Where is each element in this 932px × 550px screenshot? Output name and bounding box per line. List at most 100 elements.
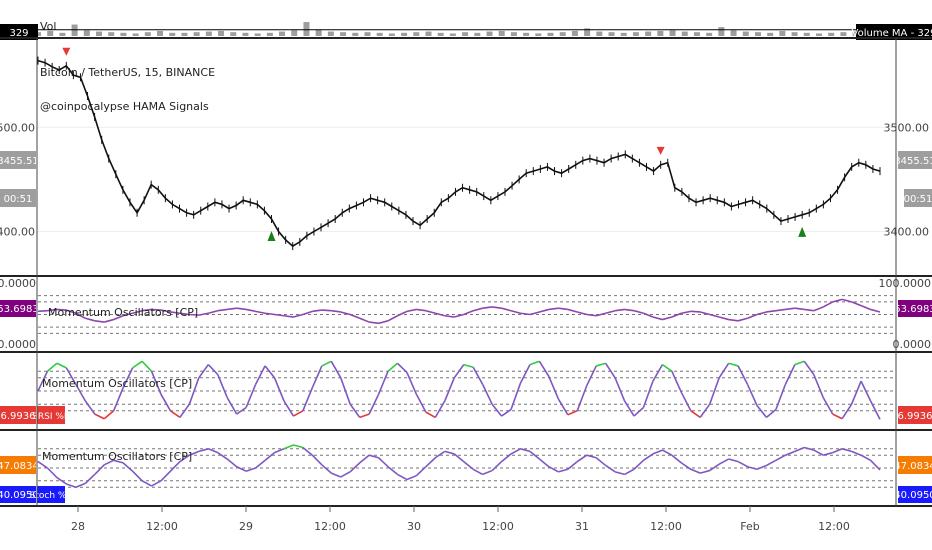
oscillator-segment (756, 311, 767, 316)
oscillator-segment (746, 384, 758, 406)
osc3-sub-tag (37, 486, 65, 503)
time-tick-label: 30 (407, 520, 421, 533)
oscillator-segment (160, 470, 172, 482)
oscillator-segment (548, 376, 560, 400)
oscillator-segment (264, 365, 276, 379)
oscillator-segment (75, 384, 86, 402)
osc3-value2-left: 40.0950 (0, 490, 39, 501)
volume-left-value: 329 (9, 28, 28, 39)
volume-bar (437, 32, 444, 36)
oscillator-segment (860, 304, 871, 311)
volume-bar (510, 32, 517, 36)
volume-bar (157, 30, 164, 36)
oscillator-segment (56, 362, 67, 369)
time-axis: 28 12:00 29 12:00 30 12:00 31 12:00 Feb 12:00 (71, 506, 850, 533)
pane-separators (0, 37, 932, 507)
volume-bar (71, 24, 78, 36)
oscillator-segment (264, 452, 276, 461)
oscillator-segment (56, 308, 67, 311)
oscillator-segment (623, 400, 635, 417)
oscillator-segment (690, 310, 701, 313)
oscillator-segment (84, 473, 96, 484)
oscillator-pane-3: Momentum Oscillators [CP] 47.0834 47.083… (0, 444, 932, 503)
time-tick-label: 12:00 (818, 520, 850, 533)
price-line (37, 59, 881, 248)
volume-bar (681, 31, 688, 36)
oscillator-segment (416, 308, 426, 312)
oscillator-segment (662, 449, 673, 456)
oscillator-segment (198, 312, 209, 316)
time-tick-label: 31 (575, 520, 589, 533)
oscillator-segment (671, 312, 682, 318)
volume-bar (96, 31, 103, 36)
osc2-value-left: 6.9936 (1, 411, 36, 422)
oscillator-segment (273, 377, 285, 402)
oscillator-segment (633, 309, 644, 315)
oscillator-segment (340, 311, 351, 316)
oscillator-segment (680, 391, 692, 412)
indicator-title: @coinpocalypse HAMA Signals (40, 100, 209, 113)
volume-bar (596, 31, 603, 36)
oscillator-segment (595, 362, 606, 367)
oscillator-segment (369, 321, 379, 325)
last-price-tag-left (0, 151, 36, 169)
oscillator-segment (661, 363, 673, 372)
countdown-right: 00:51 (904, 194, 932, 205)
volume-bar (83, 30, 90, 36)
oscillator-segment (444, 377, 456, 402)
oscillator-segment (189, 313, 199, 316)
time-tick-label: 12:00 (650, 520, 682, 533)
osc3-tag-right (898, 456, 932, 474)
oscillator-segment (454, 313, 464, 318)
volume-bar (828, 32, 835, 36)
oscillator-segment (482, 306, 493, 309)
oscillator-segment (652, 364, 664, 382)
oscillator-segment (264, 312, 275, 316)
oscillator-segment (312, 309, 322, 313)
oscillator-segment (699, 403, 711, 418)
time-tick-label: 29 (239, 520, 253, 533)
buy-signal-marker (267, 231, 276, 242)
oscillator-segment (803, 360, 815, 375)
oscillator-segment (775, 308, 786, 312)
oscillator-segment (217, 374, 228, 398)
oscillator-segment (217, 308, 228, 312)
oscillator-segment (709, 463, 720, 472)
price-tick-right: 3500.00 (884, 121, 930, 134)
oscillator-pane-1: Momentum Oscillators [CP] 100.0000 100.0… (0, 277, 932, 351)
oscillator-segment (718, 458, 730, 465)
last-price-right: 3455.51 (894, 156, 932, 167)
oscillator-segment (529, 450, 540, 460)
oscillator-segment (851, 301, 862, 307)
oscillator-segment (302, 387, 314, 412)
oscillator-segment (492, 306, 502, 309)
oscillator-segment (548, 307, 559, 311)
oscillator-segment (605, 464, 616, 473)
oscillator-segment (482, 469, 493, 476)
oscillator-segment (576, 454, 588, 463)
oscillator-segment (179, 312, 190, 316)
oscillator-segment (794, 446, 805, 453)
oscillator-segment (169, 461, 181, 472)
volume-bar (706, 32, 713, 36)
oscillator-segment (255, 310, 266, 315)
oscillator-segment (359, 413, 370, 419)
osc3-value-left: 47.0834 (0, 461, 39, 472)
price-axis-ticks: 3500.00 3500.00 3400.00 3400.00 (0, 121, 929, 238)
oscillator-1-title: Momentum Oscillators [CP] (48, 306, 198, 319)
oscillator-segment (813, 306, 824, 312)
oscillator-segment (472, 307, 483, 312)
oscillator-segment (217, 451, 228, 460)
oscillator-segment (56, 476, 67, 485)
oscillator-segment (387, 315, 398, 322)
volume-bar (47, 30, 54, 36)
oscillator-segment (870, 308, 881, 313)
oscillator-segment (529, 311, 540, 316)
volume-bar (742, 31, 749, 36)
volume-bar (535, 33, 542, 36)
oscillator-3-title: Momentum Oscillators [CP] (42, 450, 192, 463)
volume-bar (181, 32, 188, 36)
oscillator-segment (378, 457, 389, 468)
oscillator-segment (132, 360, 143, 369)
osc3-tag2-right (898, 486, 932, 503)
